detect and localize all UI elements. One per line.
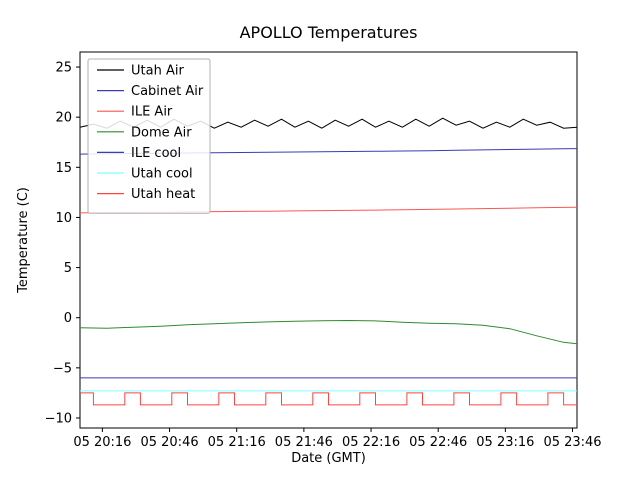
y-tick-label: 15: [55, 161, 72, 176]
legend-box: [87, 58, 211, 214]
y-tick-label: −5: [53, 361, 72, 376]
x-tick-label: 05 23:46: [543, 435, 601, 450]
legend-label: Utah heat: [131, 187, 195, 202]
y-tick-label: 20: [55, 111, 72, 126]
y-tick-label: 0: [64, 311, 72, 326]
legend-label: Utah cool: [131, 167, 193, 182]
series-line-utah-heat: [80, 392, 577, 406]
legend-label: Utah Air: [131, 64, 184, 79]
x-axis-label: Date (GMT): [291, 451, 366, 466]
y-axis-label: Temperature (C): [16, 187, 31, 294]
y-tick-label: 5: [64, 261, 72, 276]
x-tick-label: 05 21:16: [208, 435, 266, 450]
x-tick-label: 05 20:46: [140, 435, 198, 450]
legend-label: Dome Air: [131, 125, 192, 140]
x-tick-label: 05 22:16: [342, 435, 400, 450]
y-tick-label: −10: [45, 411, 72, 426]
x-tick-label: 05 23:16: [476, 435, 534, 450]
legend-label: Cabinet Air: [131, 84, 204, 99]
legend-label: ILE cool: [131, 146, 181, 161]
legend-label: ILE Air: [131, 105, 173, 120]
y-tick-label: 10: [55, 211, 72, 226]
y-tick-label: 25: [55, 61, 72, 76]
x-tick-label: 05 21:46: [275, 435, 333, 450]
x-tick-label: 05 20:16: [73, 435, 131, 450]
chart-title: APOLLO Temperatures: [240, 23, 418, 42]
series-line-dome-air: [79, 319, 578, 345]
x-tick-label: 05 22:46: [409, 435, 467, 450]
